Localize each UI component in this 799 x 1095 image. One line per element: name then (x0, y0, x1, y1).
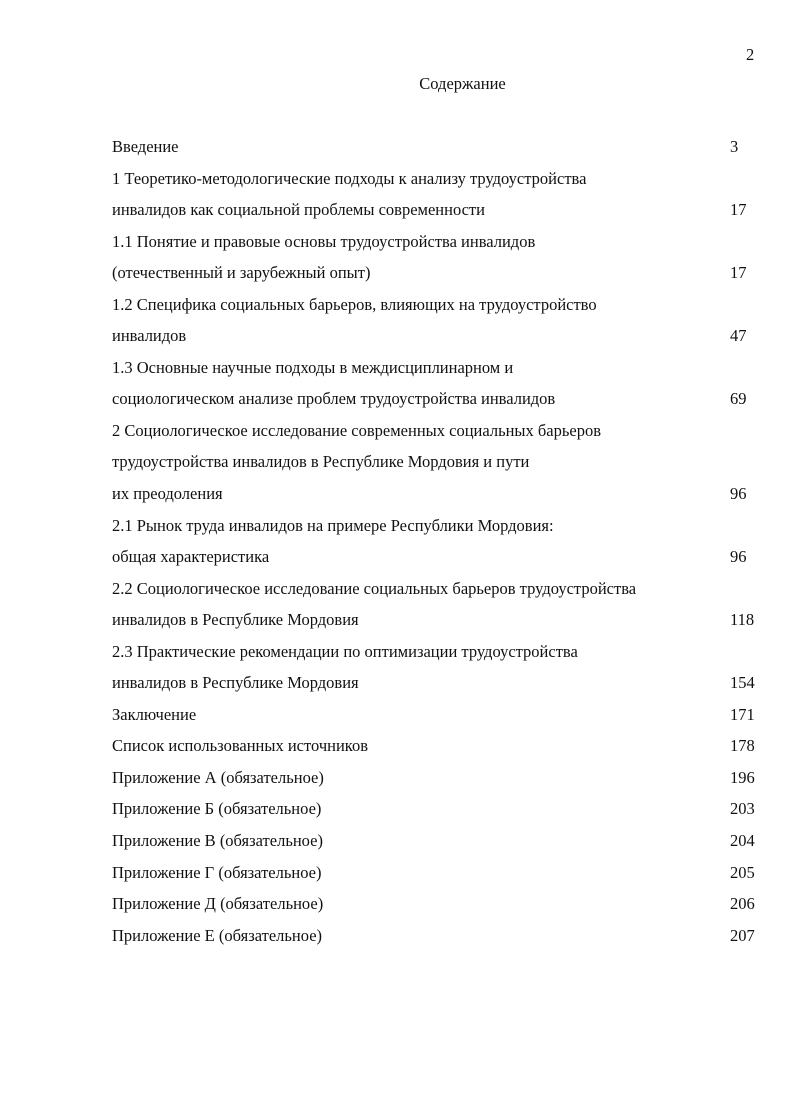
toc-entry-page: 171 (730, 704, 755, 724)
toc-entry-title-line: 2.1 Рынок труда инвалидов на примере Рес… (112, 515, 554, 535)
toc-entry-title-line: Приложение Д (обязательное) (112, 894, 324, 914)
toc-entry[interactable]: 1.1 Понятие и правовые основы трудоустро… (112, 232, 772, 295)
page-title: Содержание (419, 74, 506, 93)
toc-entry-page: 3 (730, 137, 739, 156)
toc-entry[interactable]: Приложение Б (обязательное) 203 (112, 799, 772, 831)
toc-entry[interactable]: Заключение 171 (112, 705, 772, 737)
toc-entry[interactable]: 2.2 Социологическое исследование социаль… (112, 579, 772, 642)
toc-entry-title-line: инвалидов (112, 326, 187, 346)
toc-entry-page: 47 (730, 326, 747, 346)
toc-entry[interactable]: Введение 3 (112, 137, 772, 169)
toc-entry[interactable]: Приложение А (обязательное) 196 (112, 768, 772, 800)
toc-entry-page: 196 (730, 767, 755, 787)
toc-entry-page: 96 (730, 484, 747, 504)
toc-entry-title-line: 1.3 Основные научные подходы в междисцип… (112, 357, 514, 377)
toc-entry-title-line: 2.3 Практические рекомендации по оптимиз… (112, 641, 578, 661)
toc-entry-title-line: Список использованных источников (112, 736, 368, 756)
toc-entry-page: 154 (730, 673, 755, 693)
toc-entry-title-line: 2 Социологическое исследование современн… (112, 420, 601, 440)
toc-entry-title-line: инвалидов в Республике Мордовия (112, 673, 359, 693)
toc-entry-page: 207 (730, 925, 755, 945)
toc-entry[interactable]: 2.1 Рынок труда инвалидов на примере Рес… (112, 516, 772, 579)
toc-entry-title-line: трудоустройства инвалидов в Республике М… (112, 452, 530, 472)
toc-entry[interactable]: Приложение В (обязательное) 204 (112, 831, 772, 863)
page-number: 2 (746, 45, 755, 64)
toc-entry-title-line: Приложение Г (обязательное) (112, 862, 322, 882)
toc-entry-page: 96 (730, 547, 747, 567)
toc-entry[interactable]: 2 Социологическое исследование современн… (112, 421, 772, 516)
toc-entry[interactable]: 1.3 Основные научные подходы в междисцип… (112, 358, 772, 421)
toc-entry[interactable]: Список использованных источников 178 (112, 736, 772, 768)
toc-entry-title-line: Приложение В (обязательное) (112, 831, 323, 851)
toc-entry-title-line: Введение (112, 137, 179, 156)
toc-entry-title-line: инвалидов в Республике Мордовия (112, 610, 359, 630)
toc-entry-title-line: их преодоления (112, 484, 223, 504)
toc-entry[interactable]: Приложение Д (обязательное) 206 (112, 894, 772, 926)
toc-entry-title-line: общая характеристика (112, 547, 270, 567)
toc-entry[interactable]: 2.3 Практические рекомендации по оптимиз… (112, 642, 772, 705)
toc-entry-page: 17 (730, 263, 747, 283)
toc-entry-title-line: социологическом анализе проблем трудоуст… (112, 389, 556, 409)
toc-entry-title-line: 1.2 Специфика социальных барьеров, влияю… (112, 294, 597, 314)
toc-entry-page: 118 (730, 610, 755, 630)
toc-entry[interactable]: 1.2 Специфика социальных барьеров, влияю… (112, 295, 772, 358)
toc-entry[interactable]: Приложение Г (обязательное) 205 (112, 863, 772, 895)
toc-entry[interactable]: 1 Теоретико-методологические подходы к а… (112, 169, 772, 232)
toc-entry-page: 204 (730, 831, 755, 851)
toc-entry-title-line: Приложение А (обязательное) (112, 767, 324, 787)
toc-entry-page: 203 (730, 799, 755, 819)
toc-entry-title-line: 2.2 Социологическое исследование социаль… (112, 578, 637, 598)
toc-entry-page: 205 (730, 862, 755, 882)
toc-entry-title-line: Приложение Б (обязательное) (112, 799, 322, 819)
toc-entry-title-line: 1.1 Понятие и правовые основы трудоустро… (112, 231, 536, 251)
toc-entry-title-line: (отечественный и зарубежный опыт) (112, 263, 371, 283)
toc-entry-page: 178 (730, 736, 755, 756)
toc-entry-title-line: инвалидов как социальной проблемы соврем… (112, 200, 485, 220)
toc-entry-title-line: 1 Теоретико-методологические подходы к а… (112, 168, 587, 188)
toc-entry[interactable]: Приложение Е (обязательное) 207 (112, 926, 772, 958)
toc-entry-page: 206 (730, 894, 755, 914)
toc-entry-page: 17 (730, 200, 747, 220)
toc-entry-page: 69 (730, 389, 747, 409)
toc-entry-title-line: Заключение (112, 704, 197, 724)
table-of-contents: Введение 3 1 Теоретико-методологические по… (112, 137, 772, 957)
toc-entry-title-line: Приложение Е (обязательное) (112, 925, 323, 945)
